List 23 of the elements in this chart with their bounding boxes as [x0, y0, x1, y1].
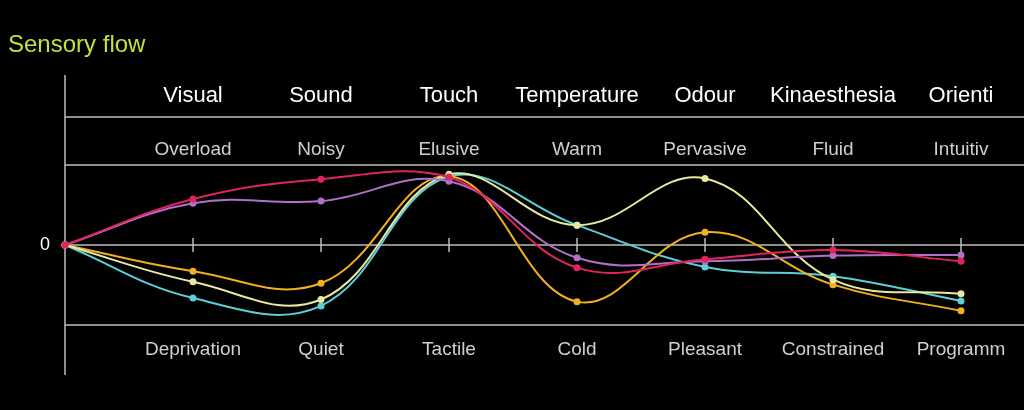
text: Pervasive	[663, 138, 747, 160]
text: Elusive	[418, 138, 480, 160]
text: Programm	[916, 338, 1006, 360]
text: Tactile	[422, 338, 476, 360]
ref-line-label: 0	[39, 233, 51, 254]
x-tick-label: Touch	[419, 82, 479, 108]
text: Constrained	[781, 338, 885, 360]
text: Fluid	[812, 138, 854, 160]
text: Cold	[557, 338, 597, 360]
text: Intuitiv	[933, 138, 989, 160]
x-tick-label: Sound	[289, 82, 353, 108]
text: Overload	[154, 138, 232, 160]
x-tick-label: Orienti	[928, 82, 994, 108]
x-tick-label: Temperature	[515, 82, 639, 108]
text: Pleasant	[668, 338, 743, 360]
x-tick-label: Kinaesthesia	[770, 82, 897, 108]
text: Quiet	[298, 338, 345, 360]
x-tick-label: Odour	[674, 82, 736, 108]
text: Warm	[552, 138, 602, 160]
x-tick-label: Visual	[163, 82, 223, 108]
text: Noisy	[297, 138, 346, 160]
chart-title: Sensory flow	[8, 29, 147, 57]
text: Deprivation	[144, 338, 242, 360]
